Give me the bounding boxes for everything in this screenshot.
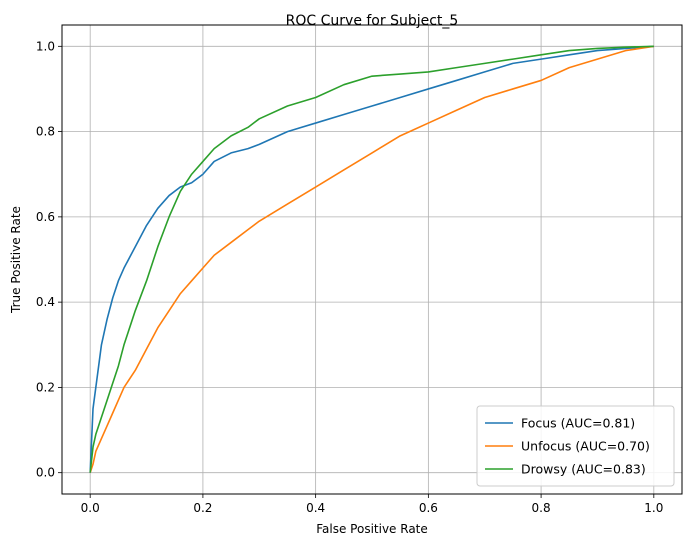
legend: Focus (AUC=0.81) Unfocus (AUC=0.70) Drowsy… — [476, 405, 675, 487]
x-tick-label: 0.6 — [419, 501, 438, 515]
x-tick-label: 0.4 — [306, 501, 325, 515]
legend-label: Focus (AUC=0.81) — [521, 416, 635, 431]
y-tick-label: 1.0 — [36, 39, 55, 53]
x-axis-label: False Positive Rate — [316, 522, 428, 536]
plot-frame — [61, 24, 683, 495]
ticks: 0.0 0.2 0.4 0.6 0.8 1.0 0.0 0.2 0.4 0.6 0.8 1.0 — [36, 39, 663, 515]
series-lines — [89, 45, 654, 473]
series-line-0 — [89, 45, 654, 473]
y-axis-label: True Positive Rate — [9, 206, 23, 314]
y-tick-label: 0.6 — [36, 210, 55, 224]
x-tick-label: 0.2 — [193, 501, 212, 515]
chart-title: ROC Curve for Subject_5 — [286, 13, 459, 29]
legend-box — [476, 405, 675, 487]
series-line-2 — [89, 45, 654, 473]
grid — [62, 25, 682, 494]
y-tick-label: 0.2 — [36, 380, 55, 394]
y-tick-label: 0.4 — [36, 295, 55, 309]
x-tick-label: 0.0 — [81, 501, 100, 515]
series-line-1 — [89, 45, 654, 473]
y-tick-label: 0.8 — [36, 125, 55, 139]
x-tick-label: 1.0 — [644, 501, 663, 515]
y-tick-label: 0.0 — [36, 466, 55, 480]
legend-label: Unfocus (AUC=0.70) — [521, 439, 650, 454]
x-tick-label: 0.8 — [532, 501, 551, 515]
legend-label: Drowsy (AUC=0.83) — [521, 462, 646, 477]
